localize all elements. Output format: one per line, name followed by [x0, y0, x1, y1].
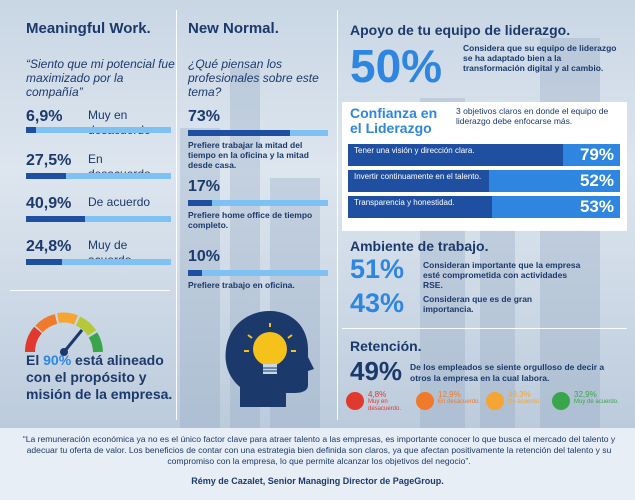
leadership-percentage: 50% [350, 40, 443, 92]
stat-percentage: 24,8% [26, 238, 72, 255]
confidence-bar-fill [348, 144, 563, 166]
leadership-support-title: Apoyo de tu equipo de liderazgo. [350, 22, 571, 38]
option-percentage: 10% [188, 248, 221, 265]
rating-face: 4,8% Muy en desacuerdo. [346, 390, 416, 418]
option-percentage: 73% [188, 108, 221, 125]
option-bar [188, 200, 328, 206]
confidence-bar-fill [348, 196, 493, 218]
confidence-title: Confianza en el Liderazgo [350, 105, 438, 136]
footer-quote: “La remuneración económica ya no es el ú… [22, 434, 616, 466]
stat-label: De acuerdo [88, 195, 151, 209]
rating-face: 12,9% En desacuerdo. [416, 390, 486, 418]
environment-text: Consideran importante que la empresa est… [423, 260, 581, 290]
meaningful-work-title: Meaningful Work. [26, 20, 151, 37]
sad-face-icon [346, 392, 364, 410]
smile-face-icon [486, 392, 504, 410]
column-divider [176, 10, 177, 420]
confidence-value: 52% [579, 171, 614, 190]
confidence-value: 53% [579, 197, 614, 216]
confidence-row: Tener una visión y dirección clara. 79% [348, 144, 620, 166]
stat-bar [26, 259, 171, 265]
stat-row: 6,9% Muy en desacuerdo [26, 108, 171, 148]
stat-bar-fill [26, 216, 86, 222]
stat-percentage: 27,5% [26, 152, 72, 169]
stat-bar [26, 127, 171, 133]
rating-label: Muy en desacuerdo. [368, 399, 402, 412]
row-divider [342, 230, 627, 231]
alignment-conclusion: El 90% está alineado con el propósito y … [26, 352, 173, 402]
option-text: Prefiere trabajo en oficina. [188, 280, 295, 290]
confidence-subtitle: 3 objetivos claros en donde el equipo de… [456, 106, 609, 126]
unhappy-face-icon [416, 392, 434, 410]
head-lightbulb-icon [225, 311, 314, 407]
confidence-bar-fill [348, 170, 490, 192]
alignment-highlight: 90% [43, 352, 72, 368]
confidence-row: Invertir continuamente en el talento. 52… [348, 170, 620, 192]
stat-row: 27,5% En desacuerdo [26, 152, 171, 192]
stat-bar-fill [26, 173, 66, 179]
rating-value: 49,3% [508, 390, 531, 399]
retention-text: De los empleados se siente orgulloso de … [410, 362, 605, 383]
rating-value: 12,9% [438, 390, 461, 399]
confidence-label: Invertir continuamente en el talento. [354, 172, 482, 181]
leadership-text: Considera que su equipo de liderazgo se … [463, 43, 617, 73]
meaningful-work-quote: “Siento que mi potencial fue maximizado … [26, 57, 175, 99]
happy-face-icon [552, 392, 570, 410]
retention-title: Retención. [350, 338, 422, 354]
option-bar [188, 130, 328, 136]
stat-row: 40,9% De acuerdo [26, 195, 171, 235]
option-bar-fill [188, 130, 291, 136]
rating-label: Muy de acuerdo. [574, 399, 619, 405]
option-text: Prefiere home office de tiempo completo. [188, 210, 313, 230]
new-normal-title: New Normal. [188, 20, 279, 37]
stat-bar [26, 216, 171, 222]
rating-face: 32,9% Muy de acuerdo. [552, 390, 622, 418]
confidence-label: Transparencia y honestidad. [354, 198, 455, 207]
stat-bar-fill [26, 127, 36, 133]
environment-text: Consideran que es de gran importancia. [423, 294, 533, 314]
environment-percentage: 51% [350, 254, 405, 284]
row-divider [342, 328, 627, 329]
option-bar-fill [188, 200, 212, 206]
stat-bar-fill [26, 259, 62, 265]
confidence-value: 79% [579, 145, 614, 164]
rating-value: 32,9% [574, 390, 597, 399]
confidence-row: Transparencia y honestidad. 53% [348, 196, 620, 218]
rating-face: 49,3% De acuerdo. [486, 390, 556, 418]
stat-bar [26, 173, 171, 179]
column-divider [337, 10, 338, 420]
stat-label: Muy en desacuerdo [88, 108, 151, 137]
retention-percentage: 49% [350, 356, 403, 386]
new-normal-question: ¿Qué piensan los profesionales sobre est… [188, 57, 319, 99]
work-environment-title: Ambiente de trabajo. [350, 238, 489, 254]
rating-label: En desacuerdo. [438, 399, 481, 405]
option-item: 17% Prefiere home office de tiempo compl… [188, 178, 328, 230]
option-bar-fill [188, 270, 202, 276]
confidence-panel: Confianza en el Liderazgo 3 objetivos cl… [342, 102, 627, 230]
stat-percentage: 40,9% [26, 195, 72, 212]
option-percentage: 17% [188, 178, 221, 195]
rating-label: De acuerdo. [508, 399, 541, 405]
rating-value: 4,8% [368, 390, 387, 399]
confidence-label: Tener una visión y dirección clara. [354, 146, 475, 155]
option-item: 73% Prefiere trabajar la mitad del tiemp… [188, 108, 328, 170]
option-bar [188, 270, 328, 276]
stat-row: 24,8% Muy de acuerdo [26, 238, 171, 278]
footer-author: Rémy de Cazalet, Senior Managing Directo… [191, 476, 444, 486]
stat-percentage: 6,9% [26, 108, 63, 125]
row-divider [10, 290, 170, 291]
option-text: Prefiere trabajar la mitad del tiempo en… [188, 140, 309, 170]
option-item: 10% Prefiere trabajo en oficina. [188, 248, 328, 290]
satisfaction-gauge-icon [24, 312, 103, 356]
environment-percentage: 43% [350, 288, 405, 318]
